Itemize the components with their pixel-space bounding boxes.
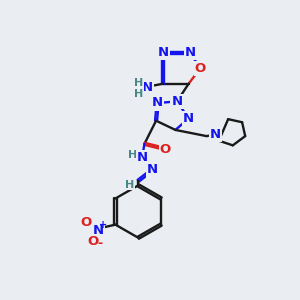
Text: N: N	[152, 97, 163, 110]
Text: -: -	[98, 237, 103, 250]
Text: N: N	[184, 46, 196, 59]
Text: O: O	[160, 143, 171, 156]
Text: H: H	[134, 89, 144, 99]
Text: N: N	[183, 112, 194, 125]
Text: O: O	[88, 235, 99, 248]
Text: N: N	[147, 164, 158, 176]
Text: H: H	[125, 180, 134, 190]
Text: N: N	[171, 95, 183, 108]
Text: H: H	[134, 78, 144, 88]
Text: O: O	[80, 216, 91, 229]
Text: N: N	[136, 151, 148, 164]
Text: O: O	[195, 62, 206, 75]
Text: N: N	[142, 81, 153, 94]
Text: N: N	[92, 224, 104, 236]
Text: N: N	[210, 128, 221, 141]
Text: H: H	[128, 150, 137, 160]
Text: N: N	[158, 46, 169, 59]
Text: +: +	[99, 220, 107, 230]
